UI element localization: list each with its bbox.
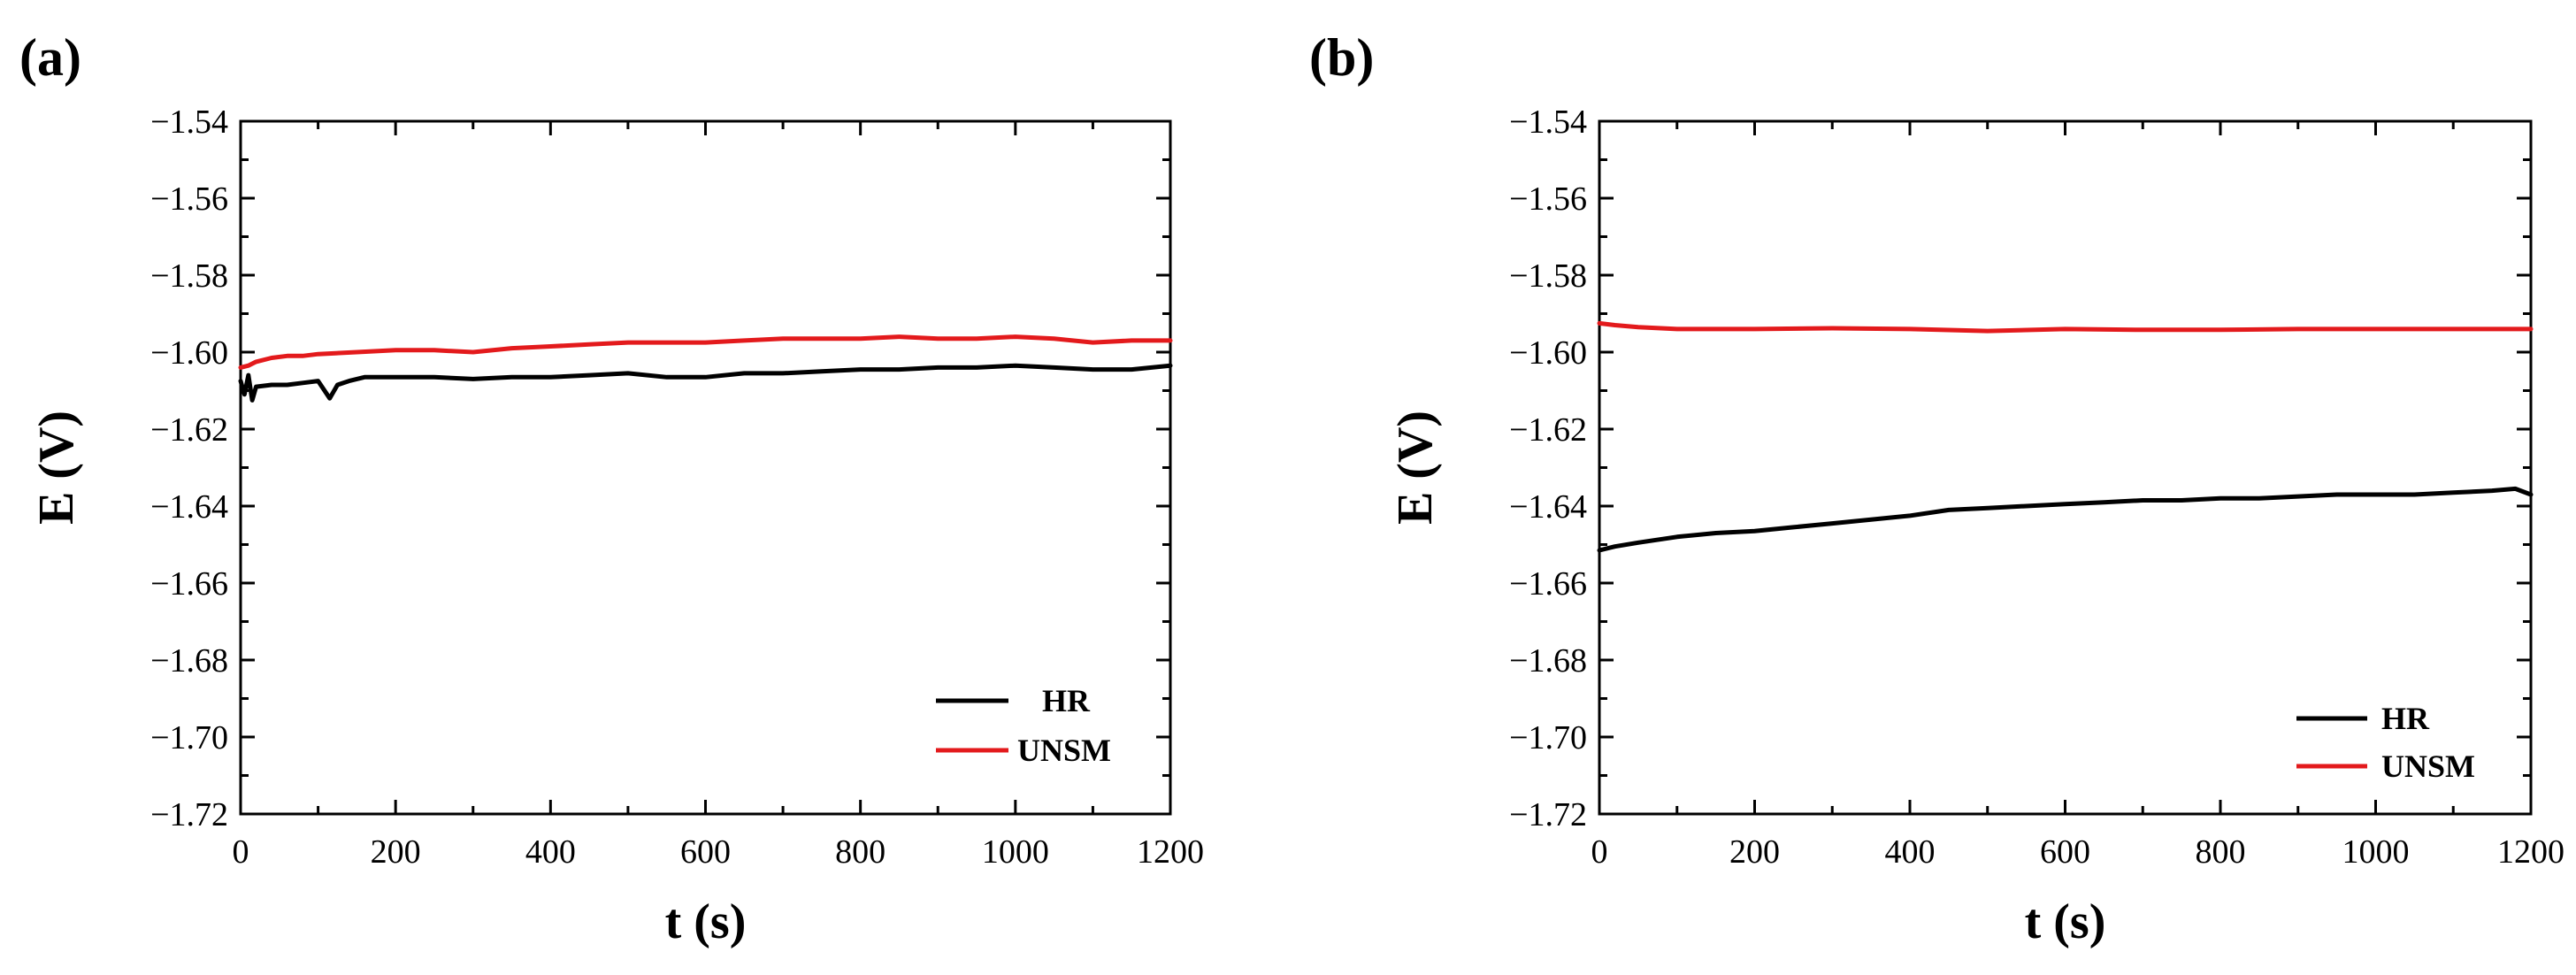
x-tick-label: 600 (2040, 833, 2090, 871)
x-axis-label-b: t (s) (2025, 894, 2106, 949)
y-tick-label: −1.54 (1509, 104, 1587, 141)
y-tick-label: −1.68 (150, 642, 228, 679)
x-tick-label: 200 (1729, 833, 1780, 871)
y-tick-label: −1.66 (150, 565, 228, 603)
x-axis-label-a: t (s) (665, 894, 747, 949)
y-tick-label: −1.54 (150, 104, 228, 141)
y-tick-label: −1.56 (150, 180, 228, 218)
series-line-hr-a (238, 363, 1173, 403)
y-tick-label: −1.60 (1509, 334, 1587, 372)
x-tick-label: 600 (680, 833, 731, 871)
y-tick-label: −1.72 (150, 796, 228, 833)
y-axis-label-b: E (V) (1388, 411, 1443, 525)
panel-a: (a) 0 200 400 600 800 1000 1200 −1.54 −1.56 −1.58 −… (19, 28, 1204, 949)
legend-label-hr: HR (1042, 683, 1091, 718)
y-tick-label: −1.60 (150, 334, 228, 372)
x-tick-label: 800 (835, 833, 886, 871)
x-tick-label: 1000 (982, 833, 1049, 871)
x-tick-label: 0 (1591, 833, 1608, 871)
legend-a: HR UNSM (936, 683, 1111, 768)
panel-b: (b) 0 200 400 600 800 1000 1200 −1.54 −1.56 −1.58 −… (1309, 28, 2564, 949)
series-line-unsm-b (1597, 320, 2534, 334)
series-line-unsm-a (238, 334, 1173, 370)
x-tick-label: 1200 (2497, 833, 2564, 871)
y-tick-label: −1.58 (150, 257, 228, 295)
y-tick-label: −1.62 (1509, 411, 1587, 449)
x-tick-label: 800 (2196, 833, 2246, 871)
y-tick-label: −1.56 (1509, 180, 1587, 218)
x-tick-label: 1200 (1137, 833, 1204, 871)
y-axis-label-a: E (V) (29, 411, 84, 525)
panel-label-a: (a) (19, 28, 81, 87)
y-tick-label: −1.62 (150, 411, 228, 449)
legend-label-hr: HR (2381, 701, 2430, 736)
x-tick-label: 0 (233, 833, 249, 871)
panel-label-b: (b) (1309, 28, 1374, 87)
y-tick-label: −1.66 (1509, 565, 1587, 603)
y-tick-label: −1.58 (1509, 257, 1587, 295)
y-tick-label: −1.72 (1509, 796, 1587, 833)
y-tick-label: −1.70 (150, 719, 228, 756)
x-tick-label: 1000 (2342, 833, 2410, 871)
y-tick-label: −1.64 (1509, 488, 1587, 526)
legend-b: HR UNSM (2296, 701, 2475, 784)
series-line-hr-b (1597, 486, 2534, 553)
y-tick-label: −1.68 (1509, 642, 1587, 679)
x-tick-label: 400 (525, 833, 576, 871)
legend-label-unsm: UNSM (2381, 749, 2475, 784)
x-tick-label: 400 (1885, 833, 1936, 871)
x-tick-label: 200 (371, 833, 421, 871)
y-tick-label: −1.70 (1509, 719, 1587, 756)
legend-label-unsm: UNSM (1017, 733, 1111, 768)
y-tick-label: −1.64 (150, 488, 228, 526)
